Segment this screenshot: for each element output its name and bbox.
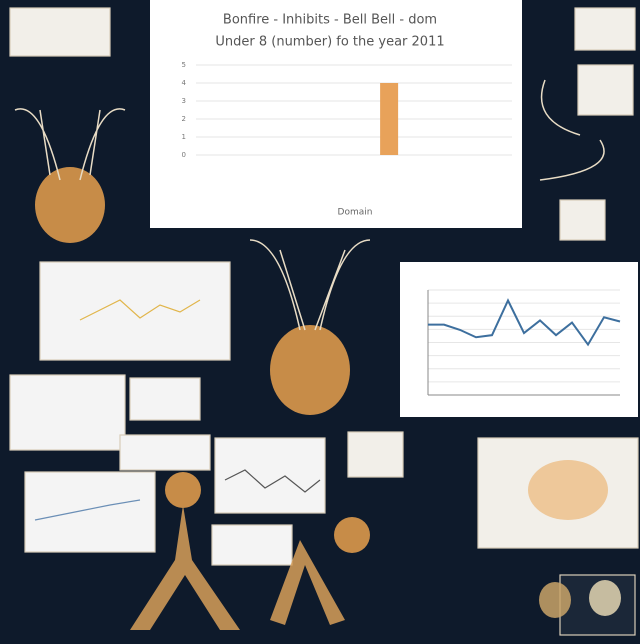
y-tick-label: 0 [182,151,186,159]
y-tick-label: 3 [182,97,186,105]
anatomy-shapes [35,167,621,630]
x-axis-label: Domain [338,208,373,218]
y-tick-label: 4 [182,79,187,87]
line-chart-panel [400,262,638,417]
bar-chart-panel [150,0,522,228]
chart-title: Bonfire - Inhibits - Bell Bell - dom [223,13,437,28]
y-tick-label: 5 [182,61,186,69]
decor [9,7,639,636]
anatomy-lines [14,79,605,331]
y-tick-label: 1 [182,133,186,141]
y-tick-label: 2 [182,115,186,123]
chart-subtitle: Under 8 (number) fo the year 2011 [215,35,444,50]
line [428,298,621,347]
bar [380,83,399,155]
